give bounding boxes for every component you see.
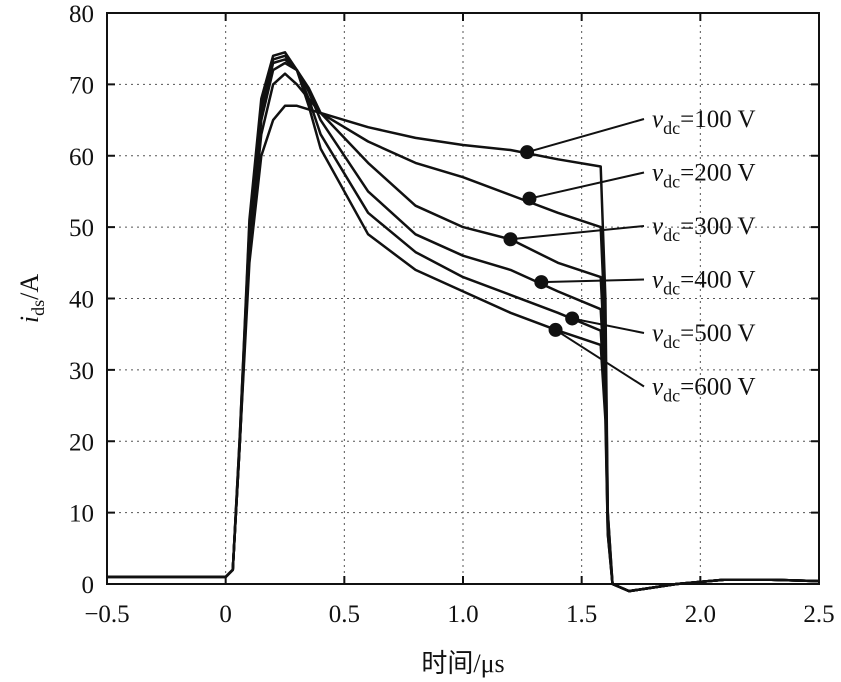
series-label-value: =100 V (680, 106, 755, 133)
series-label-main: v (652, 160, 664, 187)
y-tick-label: 70 (69, 72, 94, 99)
y-axis-title-rest: /A (15, 274, 44, 300)
series-label: vdc=300 V (652, 213, 756, 245)
series-line (107, 51, 820, 593)
x-tick-label: 0.5 (329, 601, 360, 628)
x-tick-label: −0.5 (84, 601, 129, 628)
series-label-main: v (652, 267, 664, 294)
series-label-sub: dc (663, 225, 680, 245)
series-label-value: =600 V (680, 374, 755, 401)
label-leader-line (571, 317, 645, 334)
series-label-main: v (652, 320, 664, 347)
series-markers (503, 145, 580, 337)
series-label-main: v (652, 374, 664, 401)
series-lines (107, 51, 820, 593)
y-axis-title-main: i (15, 316, 44, 323)
y-tick-label: 40 (69, 287, 94, 314)
axis-ticks (106, 12, 820, 585)
y-tick-label: 30 (69, 358, 94, 385)
series-label-sub: dc (663, 118, 680, 138)
x-tick-label: 2.5 (803, 601, 834, 628)
label-leader-lines (510, 118, 645, 388)
label-leader-line (555, 329, 645, 388)
y-axis-title-sub: ds (28, 300, 48, 316)
series-label: vdc=500 V (652, 320, 756, 352)
series-label-value: =400 V (680, 267, 755, 294)
y-tick-label: 80 (69, 1, 94, 28)
series-label-value: =200 V (680, 160, 755, 187)
label-leader-line (510, 225, 645, 241)
x-tick-label: 2.0 (685, 601, 716, 628)
x-tick-label: 0 (219, 601, 232, 628)
x-axis-title: 时间/μs (421, 649, 504, 678)
series-label-sub: dc (663, 172, 680, 192)
y-tick-label: 0 (82, 572, 95, 599)
y-tick-label: 60 (69, 144, 94, 171)
series-label-value: =300 V (680, 213, 755, 240)
grid-lines (107, 13, 819, 584)
y-tick-label: 10 (69, 501, 94, 528)
series-label-main: v (652, 106, 664, 133)
series-label-sub: dc (663, 332, 680, 352)
label-leader-line (541, 278, 645, 284)
series-label-main: v (652, 213, 664, 240)
series-label: vdc=200 V (652, 160, 756, 192)
label-leader-line (526, 118, 645, 154)
y-tick-label: 20 (69, 429, 94, 456)
series-label: vdc=600 V (652, 374, 756, 406)
series-label: vdc=400 V (652, 267, 756, 299)
series-label-sub: dc (663, 386, 680, 406)
y-axis-title: ids/A (15, 274, 48, 323)
series-label-sub: dc (663, 279, 680, 299)
label-leader-line (529, 171, 645, 200)
series-label: vdc=100 V (652, 106, 756, 138)
x-tick-label: 1.5 (566, 601, 597, 628)
y-tick-label: 50 (69, 215, 94, 242)
series-label-value: =500 V (680, 320, 755, 347)
x-tick-label: 1.0 (447, 601, 478, 628)
